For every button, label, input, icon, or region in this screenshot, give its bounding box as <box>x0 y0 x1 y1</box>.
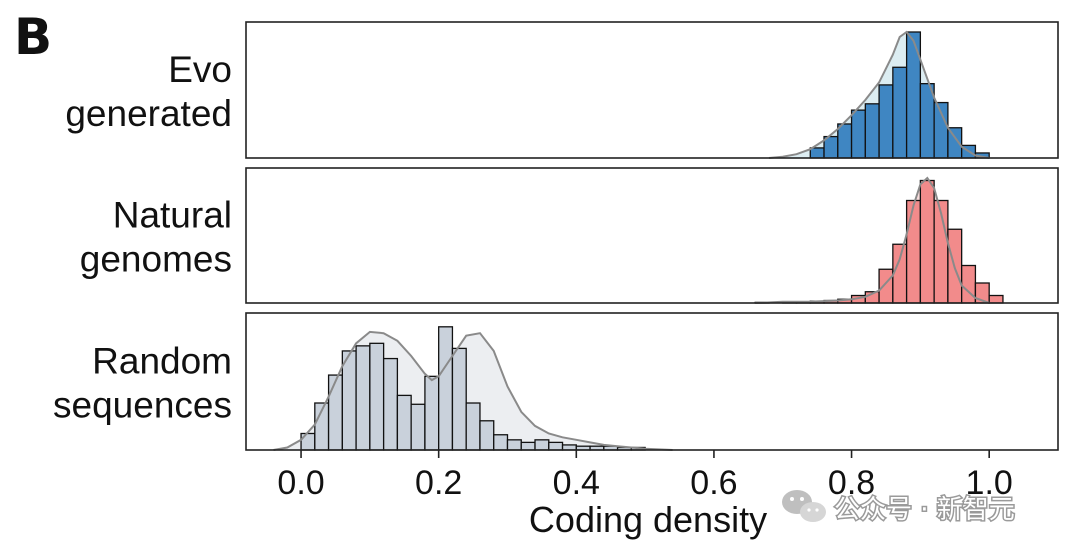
row-label-line: genomes <box>80 239 232 280</box>
panel-letter: B <box>14 8 52 66</box>
histogram-bar <box>878 268 894 304</box>
row-label-line: sequences <box>53 385 232 426</box>
histogram-bar <box>396 394 412 451</box>
panel-frame <box>245 21 1059 159</box>
kde-curve <box>768 30 990 159</box>
histogram-bar <box>424 375 440 451</box>
row-label-line: Natural <box>113 195 232 236</box>
panel-frame <box>245 312 1059 451</box>
wechat-icon <box>782 490 826 522</box>
histogram-bar <box>438 326 454 451</box>
histogram-panels: EvogeneratedNaturalgenomesRandomsequence… <box>53 21 1059 451</box>
histogram-bar <box>850 109 866 159</box>
histogram-bar <box>534 439 550 451</box>
kde-curve <box>273 330 673 451</box>
histogram-bar <box>864 103 880 159</box>
histogram-bar <box>837 123 853 159</box>
panel-frame <box>245 167 1059 304</box>
histogram-bar <box>809 147 825 159</box>
row-label-line: Evo <box>168 49 232 90</box>
histogram-bar <box>905 31 922 159</box>
x-axis-label: Coding density <box>529 499 767 540</box>
histogram-bar <box>341 350 357 451</box>
row-label-line: Random <box>92 341 232 382</box>
x-axis: 0.0 0.2 0.4 0.6 0.8 1.0 <box>277 450 1013 502</box>
histogram-bar <box>465 402 481 451</box>
histogram-bar <box>520 441 536 451</box>
histogram-bar <box>493 434 509 451</box>
histogram-bar <box>300 432 316 451</box>
histogram-bar <box>327 374 343 451</box>
histogram-bar <box>382 357 399 451</box>
histogram-bar <box>878 84 894 159</box>
x-tick-label: 0.0 <box>277 464 324 502</box>
histogram-bar <box>451 347 467 451</box>
histogram-bar <box>892 243 908 304</box>
histogram-bar <box>355 345 371 451</box>
histogram-bar <box>892 66 908 159</box>
histogram-bar <box>369 342 385 451</box>
histogram-bar <box>479 420 495 451</box>
row-label-line: generated <box>65 93 232 134</box>
histogram-bar <box>548 441 564 451</box>
x-tick-label: 0.2 <box>415 464 462 502</box>
histogram-bar <box>410 403 426 451</box>
x-tick-label: 1.0 <box>966 464 1013 502</box>
kde-curve <box>755 176 990 304</box>
x-tick-label: 0.8 <box>828 464 875 502</box>
watermark-text: 公众号 · 新智元 <box>834 495 1015 525</box>
watermark: 公众号 · 新智元 <box>782 490 1016 527</box>
histogram-bar <box>905 199 922 304</box>
x-tick-label: 0.6 <box>690 464 737 502</box>
x-tick-label: 0.4 <box>553 464 600 502</box>
histogram-bar <box>988 294 1004 304</box>
histogram-bar <box>506 439 522 451</box>
histogram-bar <box>919 179 935 304</box>
